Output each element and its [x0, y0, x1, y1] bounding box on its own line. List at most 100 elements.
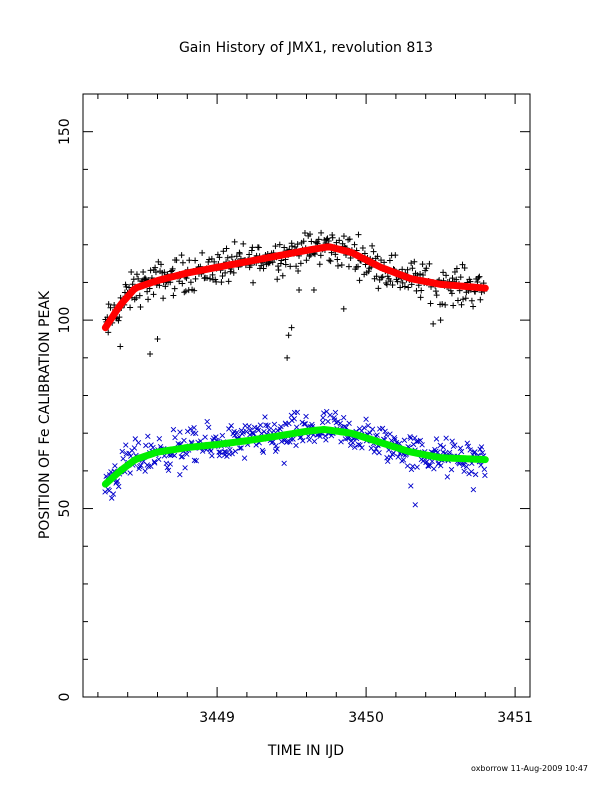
upper-data-point: [294, 241, 301, 248]
lower-data-point: [437, 462, 444, 469]
upper-data-point: [154, 335, 161, 342]
upper-data-point: [432, 288, 439, 295]
lower-data-point: [170, 426, 177, 433]
upper-data-point: [462, 295, 469, 302]
upper-data-point: [373, 273, 380, 280]
lower-data-point: [193, 458, 200, 464]
lower-data-point: [408, 466, 415, 473]
y-tick-label: 100: [57, 307, 73, 334]
lower-data-point: [374, 432, 380, 438]
upper-data-point: [460, 296, 467, 303]
lower-data-point: [457, 445, 464, 451]
lower-data-point: [323, 437, 329, 443]
lower-data-point: [472, 471, 479, 478]
lower-data-point: [151, 458, 158, 465]
lower-data-point: [481, 466, 488, 473]
upper-data-point: [192, 257, 199, 264]
upper-data-point: [433, 292, 440, 299]
lower-data-point: [352, 444, 358, 451]
lower-data-point: [216, 452, 223, 459]
lower-data-point: [184, 451, 190, 457]
upper-data-point: [105, 329, 112, 336]
lower-data-point: [468, 469, 475, 475]
upper-data-point: [417, 270, 424, 277]
lower-data-point: [392, 436, 398, 443]
upper-data-point: [230, 269, 237, 276]
lower-data-point: [401, 437, 408, 443]
upper-data-point: [220, 248, 227, 255]
upper-data-point: [476, 273, 483, 280]
upper-data-point: [334, 262, 341, 269]
upper-data-point: [477, 296, 484, 303]
upper-data-point: [116, 314, 123, 321]
lower-data-point: [448, 466, 455, 473]
lower-data-point: [482, 472, 488, 479]
lower-data-point: [156, 456, 162, 463]
upper-data-point: [459, 261, 466, 268]
upper-data-point: [223, 245, 230, 252]
lower-data-point: [204, 418, 210, 425]
upper-data-point: [427, 300, 434, 307]
upper-data-point: [191, 287, 198, 294]
lower-data-point: [460, 462, 467, 469]
upper-data-point: [470, 303, 477, 310]
upper-data-point: [384, 273, 391, 280]
upper-data-point: [355, 263, 362, 270]
lower-data-point: [205, 424, 212, 431]
upper-data-point: [182, 288, 189, 295]
upper-data-point: [288, 324, 295, 331]
lower-data-point: [143, 442, 149, 449]
lower-data-point: [433, 436, 440, 442]
upper-data-point: [260, 265, 267, 272]
lower-data-point: [142, 468, 148, 474]
upper-data-point: [284, 354, 291, 361]
upper-data-point: [308, 238, 315, 245]
lower-data-point: [446, 449, 453, 456]
upper-data-point: [152, 264, 159, 271]
y-axis-label: POSITION OF Fe CALIBRATION PEAK: [37, 290, 53, 539]
upper-data-point: [107, 304, 114, 311]
upper-data-point: [417, 294, 424, 301]
upper-data-point: [181, 289, 188, 296]
upper-data-point: [378, 257, 385, 264]
y-tick-label: 0: [57, 693, 73, 702]
upper-data-point: [399, 266, 406, 273]
upper-data-point: [419, 261, 426, 268]
lower-data-point: [112, 463, 118, 469]
lower-data-point: [467, 447, 473, 453]
y-tick-label: 50: [57, 500, 73, 518]
upper-data-point: [145, 296, 152, 303]
upper-data-point: [334, 256, 341, 263]
upper-data-point: [276, 241, 283, 248]
upper-data-point: [250, 279, 257, 286]
lower-data-point: [294, 409, 301, 416]
upper-data-point: [176, 278, 183, 285]
lower-data-point: [419, 442, 425, 448]
upper-data-point: [282, 261, 289, 268]
lower-data-point: [413, 438, 420, 445]
lower-data-point: [192, 430, 199, 437]
lower-data-point: [253, 442, 259, 448]
lower-data-point: [410, 463, 416, 470]
upper-data-point: [404, 266, 411, 273]
lower-data-point: [456, 461, 463, 467]
upper-data-point: [420, 272, 427, 279]
lower-data-point: [266, 427, 272, 433]
lower-data-point: [369, 426, 376, 432]
upper-data-point: [442, 301, 449, 308]
upper-data-point: [117, 343, 124, 350]
lower-data-point: [463, 463, 470, 470]
lower-data-point: [320, 415, 326, 421]
lower-data-point: [177, 471, 183, 478]
lower-data-point: [265, 422, 271, 429]
lower-data-point: [452, 442, 458, 448]
lower-data-point: [191, 457, 198, 464]
upper-data-point: [123, 283, 130, 290]
lower-data-point: [479, 449, 486, 456]
x-tick-label: 3450: [348, 710, 384, 726]
lower-data-point: [209, 453, 215, 459]
lower-data-point: [246, 423, 252, 429]
lower-data-point: [331, 417, 338, 423]
upper-data-point: [389, 282, 396, 289]
